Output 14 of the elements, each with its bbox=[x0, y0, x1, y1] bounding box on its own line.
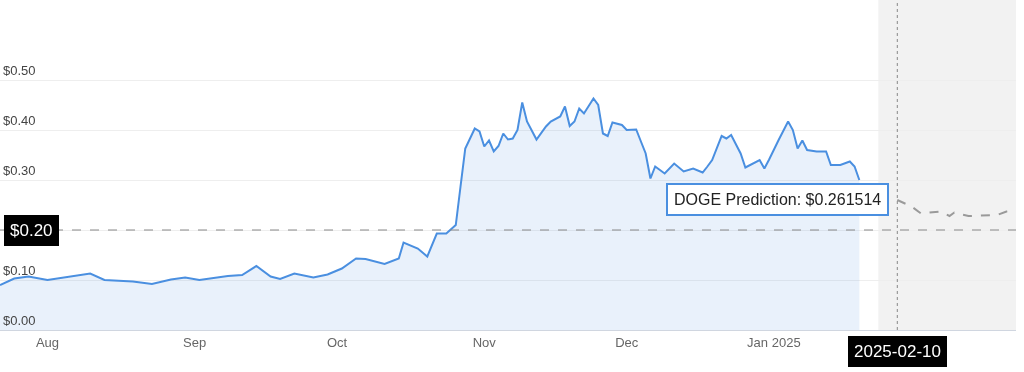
y-tick-label: $0.40 bbox=[3, 113, 36, 129]
annotation: DOGE Prediction: $0.261514 bbox=[674, 191, 882, 208]
ref-line-label: $0.20 bbox=[10, 221, 53, 240]
x-tick-label: Nov bbox=[472, 334, 497, 350]
ref-line-label: 2025-02-10 bbox=[854, 342, 941, 361]
y-tick-label: $0.10 bbox=[3, 263, 36, 279]
x-tick-label: Aug bbox=[35, 334, 60, 350]
x-tick-label: Sep bbox=[183, 334, 207, 350]
x-tick-label: Oct bbox=[326, 334, 348, 350]
y-tick-label: $0.30 bbox=[3, 163, 36, 179]
x-tick-label: Jan 2025 bbox=[747, 334, 801, 350]
y-tick-label: $0.50 bbox=[3, 63, 36, 79]
x-tick-label: Dec bbox=[615, 334, 639, 350]
y-tick-label: $0.00 bbox=[3, 313, 36, 329]
